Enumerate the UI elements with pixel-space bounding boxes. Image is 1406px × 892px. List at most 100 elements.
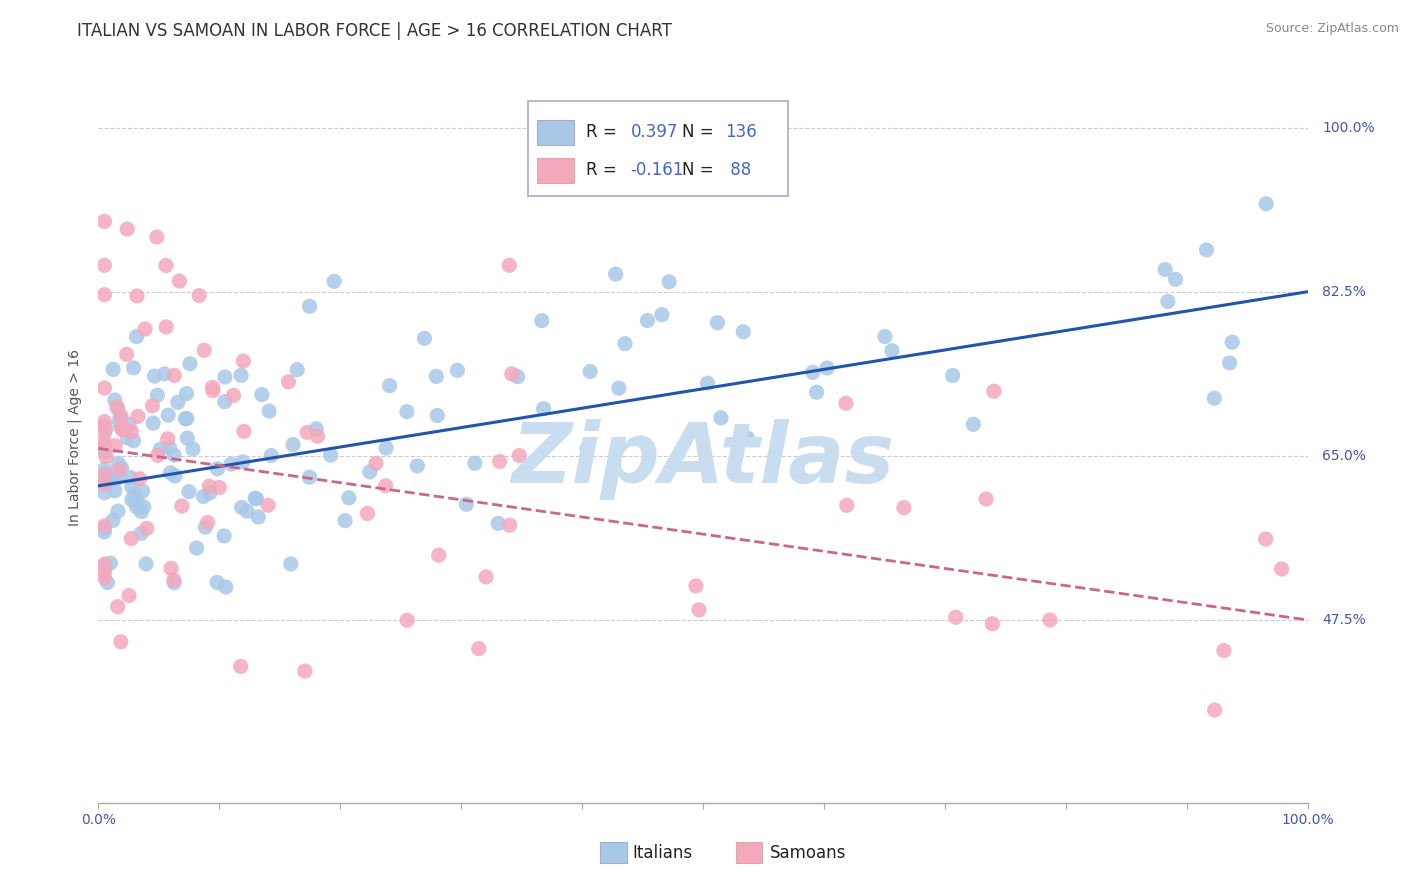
Point: [295, 425, 318, 440]
Point: [135, 557, 157, 571]
Point: [115, 347, 138, 361]
Point: [93, 565, 115, 579]
Point: [169, 274, 191, 288]
Point: [974, 491, 997, 506]
Text: ZipAtlas: ZipAtlas: [512, 418, 894, 500]
Point: [733, 325, 755, 339]
Point: [880, 343, 903, 358]
Point: [93, 475, 115, 489]
Point: [685, 579, 707, 593]
Point: [1157, 294, 1180, 309]
Point: [108, 411, 131, 425]
Point: [222, 388, 245, 402]
Point: [1220, 335, 1243, 350]
Point: [93, 258, 115, 272]
Point: [427, 548, 450, 562]
Point: [212, 529, 235, 543]
Point: [93, 214, 115, 228]
Point: [232, 455, 254, 469]
Point: [101, 513, 124, 527]
Point: [117, 431, 139, 445]
Point: [257, 404, 280, 418]
Point: [93, 415, 115, 429]
Point: [207, 462, 229, 476]
Point: [170, 499, 193, 513]
Point: [214, 370, 236, 384]
Point: [105, 472, 128, 486]
Point: [533, 401, 555, 416]
Point: [243, 491, 266, 505]
Text: -0.161: -0.161: [630, 161, 683, 179]
Point: [498, 258, 520, 272]
Point: [125, 329, 148, 343]
FancyBboxPatch shape: [537, 158, 574, 183]
Point: [163, 573, 186, 587]
Point: [181, 442, 204, 456]
Point: [93, 485, 115, 500]
Text: 88: 88: [724, 161, 751, 179]
Point: [193, 490, 215, 504]
Point: [406, 458, 429, 473]
Text: 100.0%: 100.0%: [1322, 120, 1375, 135]
Point: [163, 575, 186, 590]
Point: [873, 329, 896, 343]
Point: [107, 402, 129, 417]
Point: [710, 410, 733, 425]
Point: [157, 408, 180, 422]
FancyBboxPatch shape: [537, 120, 574, 145]
Point: [125, 500, 148, 514]
Point: [413, 331, 436, 345]
Point: [486, 516, 509, 531]
Point: [945, 610, 967, 624]
Text: 47.5%: 47.5%: [1322, 613, 1365, 627]
Point: [179, 357, 201, 371]
Point: [153, 367, 176, 381]
Point: [194, 520, 217, 534]
Point: [177, 484, 200, 499]
Point: [108, 415, 131, 429]
Point: [257, 498, 280, 512]
Point: [155, 259, 177, 273]
Point: [198, 479, 221, 493]
Point: [176, 411, 198, 425]
Point: [110, 409, 132, 424]
Text: Italians: Italians: [633, 844, 693, 862]
Point: [128, 472, 150, 486]
Point: [176, 431, 198, 445]
Point: [146, 448, 169, 462]
Point: [118, 589, 141, 603]
Point: [111, 423, 134, 437]
Point: [93, 425, 115, 440]
Text: R =: R =: [586, 123, 621, 141]
Point: [124, 487, 146, 501]
Point: [1271, 562, 1294, 576]
Point: [93, 521, 115, 535]
Point: [163, 368, 186, 383]
Point: [277, 375, 299, 389]
Point: [1256, 196, 1278, 211]
Point: [893, 500, 915, 515]
Point: [456, 497, 478, 511]
Point: [120, 425, 142, 439]
Point: [167, 395, 190, 409]
Point: [219, 457, 242, 471]
Point: [247, 510, 270, 524]
Point: [337, 491, 360, 505]
Point: [323, 274, 346, 288]
Point: [93, 557, 115, 571]
Point: [114, 423, 136, 437]
Text: Samoans: Samoans: [769, 844, 846, 862]
Point: [1164, 272, 1187, 286]
Point: [298, 470, 321, 484]
Point: [305, 422, 328, 436]
Point: [155, 320, 177, 334]
Point: [135, 521, 157, 535]
Point: [121, 480, 143, 494]
Point: [146, 230, 169, 244]
Point: [280, 557, 302, 571]
Point: [107, 456, 129, 470]
Point: [396, 613, 419, 627]
Point: [193, 343, 215, 358]
Point: [506, 369, 529, 384]
Point: [98, 556, 121, 570]
